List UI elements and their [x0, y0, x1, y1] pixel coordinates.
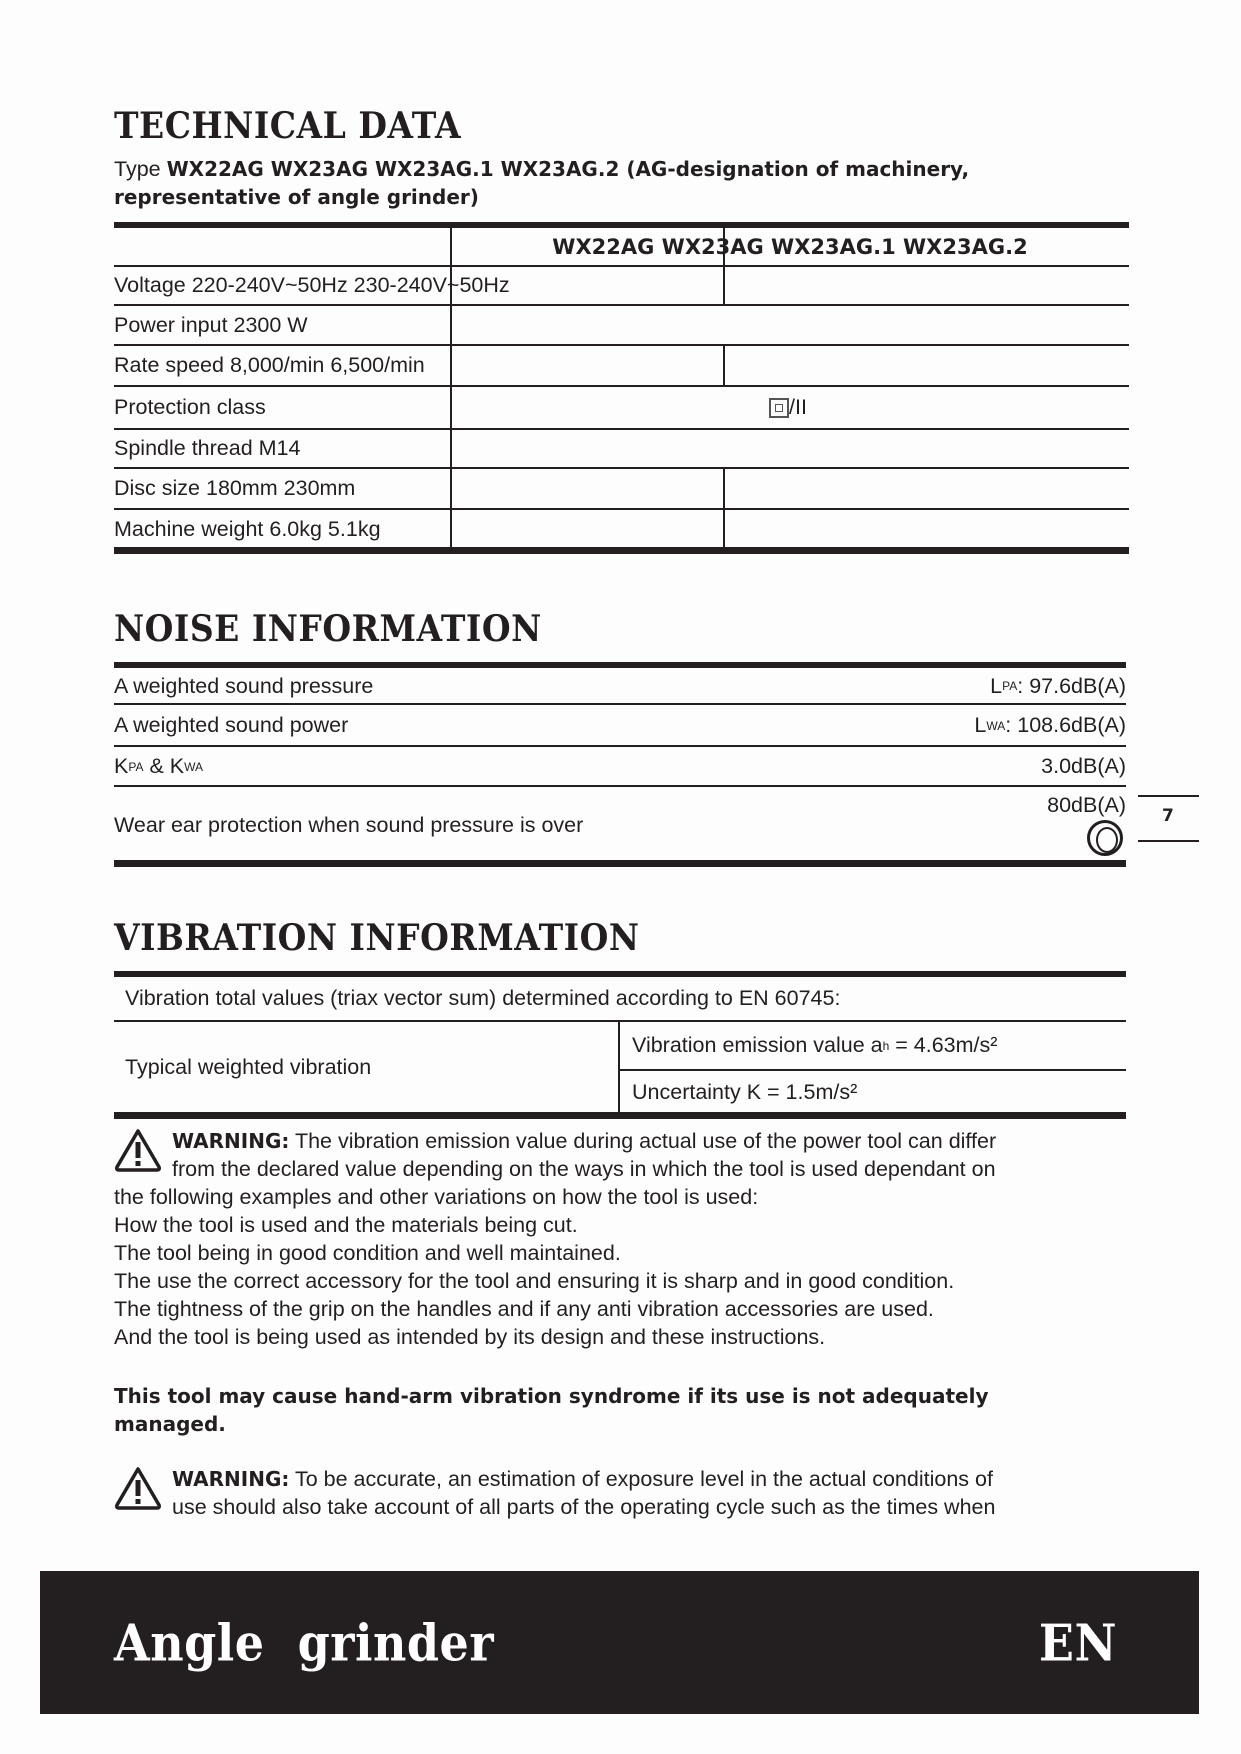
column-divider — [450, 228, 452, 548]
ear-protection-label: Wear ear protection when sound pressure … — [114, 812, 584, 837]
value: 108.6dB(A) — [1017, 713, 1126, 737]
column-divider — [618, 1021, 620, 1113]
page-tab-rule — [1138, 795, 1199, 797]
table-bottom-rule — [114, 547, 1129, 554]
k1: K — [114, 754, 129, 778]
warning-triangle-icon — [115, 1467, 161, 1510]
divider — [114, 785, 1126, 787]
symbol: L — [990, 673, 1003, 698]
noise-bottom-rule — [114, 860, 1126, 867]
warning-2-line-2: use should also take account of all part… — [172, 1495, 996, 1519]
symbol: L — [974, 713, 987, 737]
uncertainty-k-value: 3.0dB(A) — [1041, 754, 1126, 778]
spec-rate-speed: Rate speed 8,000/min 6,500/min — [114, 353, 425, 377]
sound-power-value: L WA: 108.6dB(A) — [974, 713, 1126, 737]
divider — [114, 1020, 1126, 1022]
vibration-bottom-rule — [114, 1112, 1126, 1119]
ear-protection-icon — [1087, 820, 1123, 856]
spec-spindle-thread: Spindle thread M14 — [114, 436, 301, 460]
warning-triangle-icon — [115, 1129, 161, 1172]
ear-protection-threshold: 80dB(A) — [1047, 793, 1126, 817]
symbol-sub: WA — [986, 718, 1006, 733]
warning-1-list: the following examples and other variati… — [114, 1183, 954, 1351]
havs-line-1: This tool may cause hand-arm vibration s… — [114, 1384, 989, 1408]
k2-sub: WA — [184, 759, 203, 774]
warning-1-line-2: from the declared value depending on the… — [172, 1157, 996, 1181]
k1-sub: PA — [128, 759, 144, 774]
symbol-sub: PA — [1002, 679, 1018, 693]
vibration-information-heading: VIBRATION INFORMATION — [114, 916, 640, 959]
emission-value: = 4.63m/s² — [889, 1033, 998, 1057]
value: 97.6dB(A) — [1029, 673, 1126, 698]
vibration-uncertainty: Uncertainty K = 1.5m/s² — [632, 1079, 858, 1104]
column-divider — [723, 468, 725, 548]
vibration-intro: Vibration total values (triax vector sum… — [125, 986, 841, 1010]
footer-language: EN — [1038, 1613, 1117, 1673]
divider — [114, 467, 1129, 469]
divider — [114, 304, 1129, 306]
havs-line-2: managed. — [114, 1412, 226, 1436]
divider — [114, 344, 1129, 346]
sound-power-label: A weighted sound power — [114, 713, 349, 737]
warning-1-line-1: WARNING: The vibration emission value du… — [172, 1127, 996, 1155]
divider — [114, 703, 1126, 705]
vibration-top-rule — [114, 971, 1126, 977]
noise-top-rule — [114, 662, 1126, 668]
divider — [114, 745, 1126, 747]
warning-text: To be accurate, an estimation of exposur… — [289, 1467, 993, 1491]
uncertainty-k-label: K PA & K WA — [114, 747, 203, 786]
double-insulation-icon — [769, 397, 789, 418]
sound-pressure-value: L PA: 97.6dB(A) — [990, 673, 1126, 698]
warning-line: The use the correct accessory for the to… — [114, 1269, 955, 1293]
typical-weighted-vibration-label: Typical weighted vibration — [125, 1055, 372, 1079]
table-header: WX22AG WX23AG WX23AG.1 WX23AG.2 — [552, 235, 1028, 259]
spec-voltage: Voltage 220-240V~50Hz 230-240V~50Hz — [114, 273, 510, 297]
table-top-rule — [114, 222, 1129, 228]
spec-disc-size: Disc size 180mm 230mm — [114, 476, 356, 500]
noise-information-heading: NOISE INFORMATION — [114, 607, 542, 650]
warning-line: How the tool is used and the materials b… — [114, 1213, 578, 1237]
type-line: Type WX22AG WX23AG WX23AG.1 WX23AG.2 (AG… — [114, 157, 969, 182]
warning-line: And the tool is being used as intended b… — [114, 1325, 826, 1349]
warning-line: The tightness of the grip on the handles… — [114, 1297, 934, 1321]
warning-line: The tool being in good condition and wel… — [114, 1241, 621, 1265]
footer-title: Angle grinder — [114, 1613, 495, 1673]
type-models: WX22AG WX23AG WX23AG.1 WX23AG.2 (AG-desi… — [166, 157, 970, 181]
column-divider — [723, 266, 725, 305]
column-divider — [723, 345, 725, 386]
divider — [114, 385, 1129, 387]
warning-label: WARNING: — [172, 1129, 290, 1153]
emission-sub: h — [882, 1038, 890, 1053]
warning-label: WARNING: — [172, 1467, 290, 1491]
k2: K — [169, 754, 185, 778]
havs-notice: This tool may cause hand-arm vibration s… — [114, 1382, 989, 1438]
emission-text: Vibration emission value a — [632, 1033, 883, 1057]
type-prefix: Type — [114, 157, 161, 181]
amp: & — [143, 754, 170, 778]
footer-bar: Angle grinder EN — [40, 1571, 1199, 1714]
warning-2-line-1: WARNING: To be accurate, an estimation o… — [172, 1465, 993, 1493]
protection-class-text: /II — [789, 395, 807, 419]
column-divider — [723, 228, 725, 266]
spec-protection-class: Protection class — [114, 395, 266, 419]
divider — [114, 508, 1129, 510]
protection-class-value: /II — [769, 386, 807, 429]
warning-text: The vibration emission value during actu… — [289, 1129, 997, 1153]
warning-line: the following examples and other variati… — [114, 1185, 759, 1209]
page-tab-rule — [1138, 840, 1199, 842]
divider — [619, 1069, 1126, 1071]
page-number: 7 — [1162, 806, 1174, 826]
spec-machine-weight: Machine weight 6.0kg 5.1kg — [114, 516, 381, 541]
spec-power-input: Power input 2300 W — [114, 312, 308, 337]
technical-data-heading: TECHNICAL DATA — [114, 104, 462, 147]
type-line-2: representative of angle grinder) — [114, 185, 479, 209]
sound-pressure-label: A weighted sound pressure — [114, 673, 374, 698]
divider — [114, 428, 1129, 430]
divider — [114, 265, 1129, 267]
